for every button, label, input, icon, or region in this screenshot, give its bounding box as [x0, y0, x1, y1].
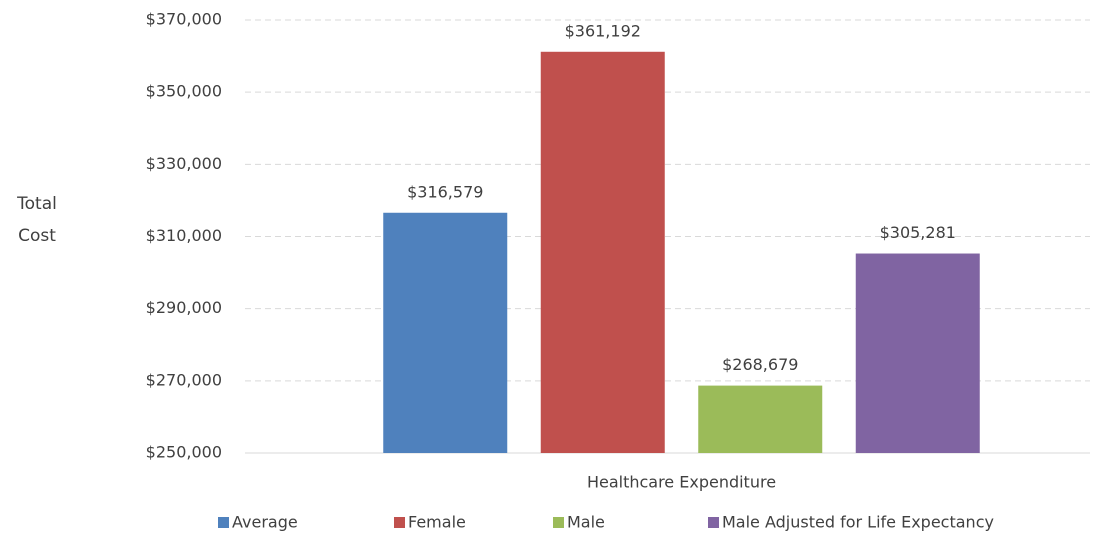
data-label: $305,281 [880, 223, 956, 242]
bar [540, 51, 665, 454]
legend-label: Average [232, 513, 298, 532]
y-tick-label: $350,000 [146, 82, 222, 101]
legend-label: Male Adjusted for Life Expectancy [722, 513, 994, 532]
y-tick-label: $290,000 [146, 298, 222, 317]
y-tick-label: $250,000 [146, 443, 222, 462]
legend-label: Female [408, 513, 466, 532]
y-tick-label: $370,000 [146, 10, 222, 29]
data-label: $361,192 [565, 21, 641, 40]
data-label: $316,579 [407, 182, 483, 201]
data-label: $268,679 [722, 355, 798, 374]
bar [698, 385, 823, 453]
y-tick-label: $310,000 [146, 226, 222, 245]
legend-swatch [553, 517, 564, 528]
x-tick-label: Healthcare Expenditure [587, 473, 776, 492]
bar [855, 253, 980, 453]
legend-swatch [394, 517, 405, 528]
legend-swatch [218, 517, 229, 528]
y-axis-label: Total Cost [17, 194, 57, 246]
y-tick-label: $330,000 [146, 154, 222, 173]
y-tick-label: $270,000 [146, 370, 222, 389]
legend-label: Male [567, 513, 605, 532]
bar [383, 212, 508, 453]
legend-swatch [708, 517, 719, 528]
